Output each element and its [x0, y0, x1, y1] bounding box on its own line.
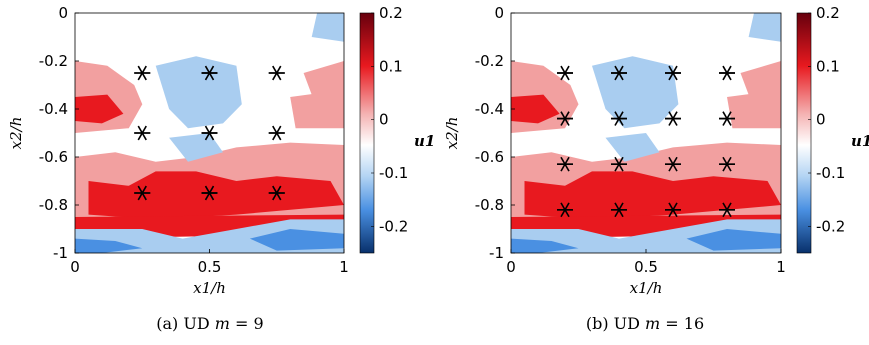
sample-point-marker — [665, 202, 681, 218]
strong-positive-region — [524, 171, 781, 220]
x-tick-label: 1 — [776, 258, 786, 276]
colorbar-label: u1 — [851, 132, 869, 150]
x-tick-label: 1 — [339, 258, 349, 276]
sample-point-marker — [719, 202, 735, 218]
y-tick-label: -0.6 — [475, 148, 504, 166]
figure-caption: (b) UD m = 16 — [586, 314, 704, 333]
colorbar-tick-label: 0 — [816, 111, 826, 129]
negative-region — [169, 133, 223, 162]
sample-point-marker — [665, 156, 681, 172]
sample-point-marker — [719, 111, 735, 126]
colorbar — [359, 12, 375, 254]
strong-positive-region — [75, 94, 124, 124]
figure-caption: (a) UD m = 9 — [156, 314, 263, 333]
strong-negative-region — [686, 229, 781, 251]
y-tick-label: -0.6 — [39, 148, 68, 166]
panel-a: 0 0.5 1 0 -0.2 -0.4 -0.6 -0.8 -1 x1/h x2/h 0.2 0.1 0 -… — [7, 4, 435, 333]
y-tick-label: -0.8 — [39, 196, 68, 214]
negative-region — [592, 56, 679, 129]
x-axis-label: x1/h — [193, 279, 226, 297]
sample-point-marker — [201, 125, 218, 141]
sample-point-marker — [557, 65, 573, 81]
sample-point-marker — [201, 65, 218, 81]
sample-point-marker — [719, 156, 735, 172]
strong-negative-region — [75, 238, 143, 253]
colorbar-tick-label: 0.2 — [816, 4, 840, 22]
sample-point-marker — [665, 65, 681, 81]
y-tick-label: -0.4 — [475, 100, 504, 118]
positive-region — [727, 89, 781, 129]
x-tick-label: 0 — [506, 258, 516, 276]
sample-point-marker — [665, 111, 681, 126]
colorbar-tick-label: 0.1 — [816, 57, 840, 75]
y-tick-label: -0.4 — [39, 100, 68, 118]
colorbar — [796, 12, 812, 254]
negative-region — [605, 133, 660, 162]
sample-point-marker — [557, 156, 573, 172]
sample-point-marker — [268, 65, 285, 81]
y-tick-label: 0 — [58, 4, 68, 22]
y-axis-label: x2/h — [443, 117, 461, 150]
sample-point-marker — [557, 202, 573, 218]
colorbar-tick-label: 0 — [379, 111, 389, 129]
colorbar-tick-label: -0.1 — [379, 164, 408, 182]
sample-point-marker — [134, 65, 151, 81]
sample-point-marker — [557, 111, 573, 126]
x-axis-label: x1/h — [630, 279, 663, 297]
sample-point-marker — [611, 202, 627, 218]
panel-b: 0 0.5 1 0 -0.2 -0.4 -0.6 -0.8 -1 x1/h x2/h 0.2 0.1 0 -… — [443, 4, 869, 333]
sample-point-marker — [134, 125, 151, 141]
y-tick-label: -0.8 — [475, 196, 504, 214]
negative-region — [155, 56, 242, 129]
x-tick-label: 0.5 — [198, 258, 222, 276]
x-tick-label: 0.5 — [634, 258, 658, 276]
y-axis-label: x2/h — [7, 117, 25, 150]
y-tick-label: -1 — [53, 244, 68, 262]
y-tick-label: 0 — [494, 4, 504, 22]
negative-region — [311, 13, 344, 42]
strong-negative-region — [249, 229, 344, 251]
y-tick-label: -0.2 — [475, 52, 504, 70]
strong-positive-region — [511, 94, 560, 124]
colorbar-tick-label: 0.1 — [379, 57, 403, 75]
sample-point-marker — [719, 65, 735, 81]
sample-point-marker — [611, 156, 627, 172]
colorbar-label: u1 — [414, 132, 435, 150]
strong-negative-region — [511, 238, 579, 253]
contour-field — [75, 13, 344, 253]
colorbar-tick-label: 0.2 — [379, 4, 403, 22]
strong-positive-region — [88, 171, 344, 220]
positive-region — [290, 89, 344, 129]
colorbar-tick-label: -0.2 — [816, 217, 845, 235]
sample-point-marker — [611, 65, 627, 81]
sample-point-marker — [268, 185, 285, 201]
colorbar-tick-label: -0.2 — [379, 217, 408, 235]
y-tick-label: -1 — [489, 244, 504, 262]
sample-point-marker — [201, 185, 218, 201]
contour-field — [511, 13, 781, 253]
x-tick-label: 0 — [70, 258, 80, 276]
sample-point-marker — [611, 111, 627, 126]
colorbar-tick-label: -0.1 — [816, 164, 845, 182]
negative-region — [748, 13, 781, 42]
sample-point-marker — [268, 125, 285, 141]
sample-point-marker — [134, 185, 151, 201]
y-tick-label: -0.2 — [39, 52, 68, 70]
